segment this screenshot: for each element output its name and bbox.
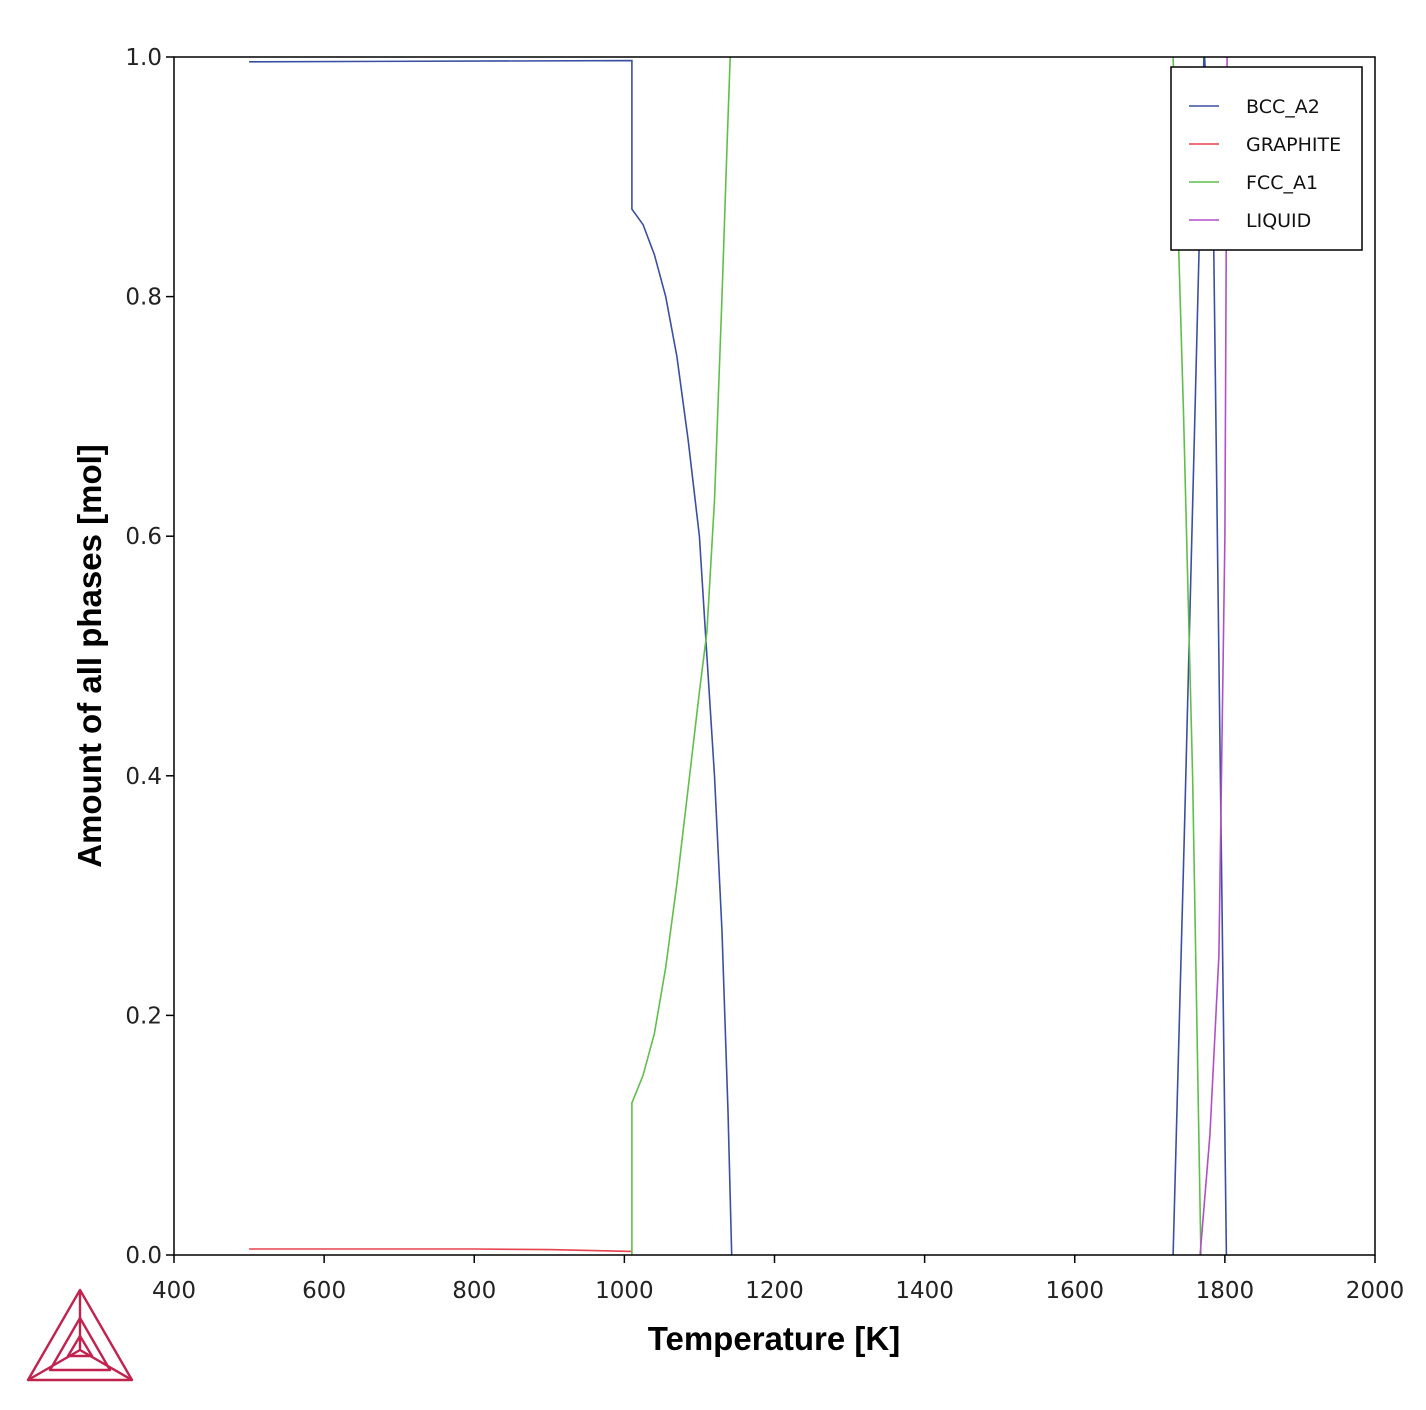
series-line-graphite: [249, 1248, 632, 1253]
logo-inner-triangle: [48, 1316, 112, 1372]
series-line-liquid: [1199, 56, 1228, 1256]
x-tick-label: 600: [302, 1278, 346, 1304]
x-tick-label: 1200: [745, 1278, 804, 1304]
x-tick-label: 1800: [1196, 1278, 1255, 1304]
x-tick-label: 2000: [1346, 1278, 1405, 1304]
y-tick-label: 0.8: [125, 285, 162, 311]
series-line-bcc_a2: [249, 59, 733, 1256]
thermo-calc-logo: [26, 1288, 134, 1382]
x-tick-label: 400: [152, 1278, 196, 1304]
legend-label-graphite: GRAPHITE: [1246, 134, 1341, 156]
y-tick-label: 0.6: [125, 524, 162, 550]
legend: BCC_A2 GRAPHITE FCC_A1 LIQUID: [1170, 66, 1363, 251]
series-line-fcc_a1: [631, 56, 731, 1255]
legend-items: BCC_A2 GRAPHITE FCC_A1 LIQUID: [1189, 96, 1341, 232]
x-tick-label: 1400: [895, 1278, 954, 1304]
logo-outer-triangle: [26, 1288, 134, 1382]
series-layer: [249, 56, 1228, 1256]
axis-ticks: 400 600 800 1000 1200 1400 1600 1800 2000 0.0 0.2 0…: [125, 45, 1404, 1304]
x-tick-label: 800: [452, 1278, 496, 1304]
x-tick-label: 1600: [1045, 1278, 1104, 1304]
y-tick-label: 0.2: [125, 1003, 162, 1029]
logo-center-triangle: [66, 1334, 94, 1358]
x-axis-title: Temperature [K]: [648, 1320, 900, 1357]
legend-label-bcc_a2: BCC_A2: [1246, 96, 1320, 118]
y-tick-label: 1.0: [125, 45, 162, 71]
legend-label-fcc_a1: FCC_A1: [1246, 172, 1318, 194]
y-tick-label: 0.4: [125, 764, 162, 790]
y-axis-title: Amount of all phases [mol]: [71, 444, 108, 868]
legend-label-liquid: LIQUID: [1246, 210, 1311, 232]
y-tick-label: 0.0: [125, 1243, 162, 1269]
x-tick-label: 1000: [595, 1278, 654, 1304]
